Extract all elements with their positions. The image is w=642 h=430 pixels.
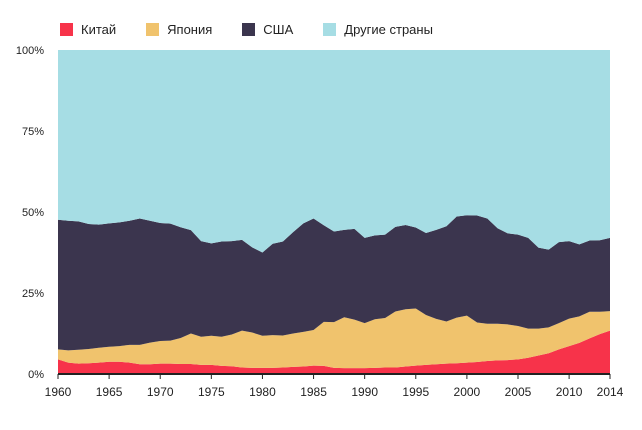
y-tick-label: 75%	[22, 126, 44, 138]
area-series-0	[58, 330, 610, 374]
x-tick-label: 1985	[300, 385, 327, 399]
legend-item-china: Китай	[60, 22, 116, 37]
area-series-2	[58, 215, 610, 351]
x-tick-label: 1960	[45, 385, 72, 399]
legend-label-usa: США	[263, 22, 294, 37]
legend-item-usa: США	[242, 22, 293, 37]
y-tick-label: 50%	[22, 207, 44, 219]
x-tick-label: 2000	[454, 385, 481, 399]
legend-swatch-china	[60, 23, 73, 36]
x-tick-label: 1990	[351, 385, 378, 399]
legend-item-other: Другие страны	[323, 22, 433, 37]
y-tick-label: 0%	[28, 369, 44, 381]
x-tick-label: 2005	[505, 385, 532, 399]
legend-label-china: Китай	[81, 22, 117, 37]
legend-swatch-usa	[242, 23, 256, 36]
area-series-3	[58, 50, 610, 253]
legend-swatch-other	[323, 23, 337, 36]
area-layer	[58, 50, 610, 374]
x-tick-label: 1975	[198, 385, 225, 399]
legend: Китай Япония США Другие страны	[60, 22, 433, 37]
x-tick-label: 1995	[402, 385, 429, 399]
axes-layer: 0% 25% 50% 75% 100% 1960 1965 1970 1975 1980 1985 1…	[16, 45, 624, 399]
x-tick-label: 1980	[249, 385, 276, 399]
x-tick-label: 1965	[96, 385, 123, 399]
y-tick-label: 25%	[22, 288, 44, 300]
x-tick-label: 2014	[597, 385, 624, 399]
legend-item-japan: Япония	[146, 22, 212, 37]
legend-label-japan: Япония	[167, 22, 213, 37]
x-tick-label: 1970	[147, 385, 174, 399]
y-tick-label: 100%	[16, 45, 44, 57]
legend-swatch-japan	[146, 23, 160, 36]
x-tick-label: 2010	[556, 385, 583, 399]
area-series-1	[58, 308, 610, 369]
legend-label-other: Другие страны	[344, 22, 433, 37]
